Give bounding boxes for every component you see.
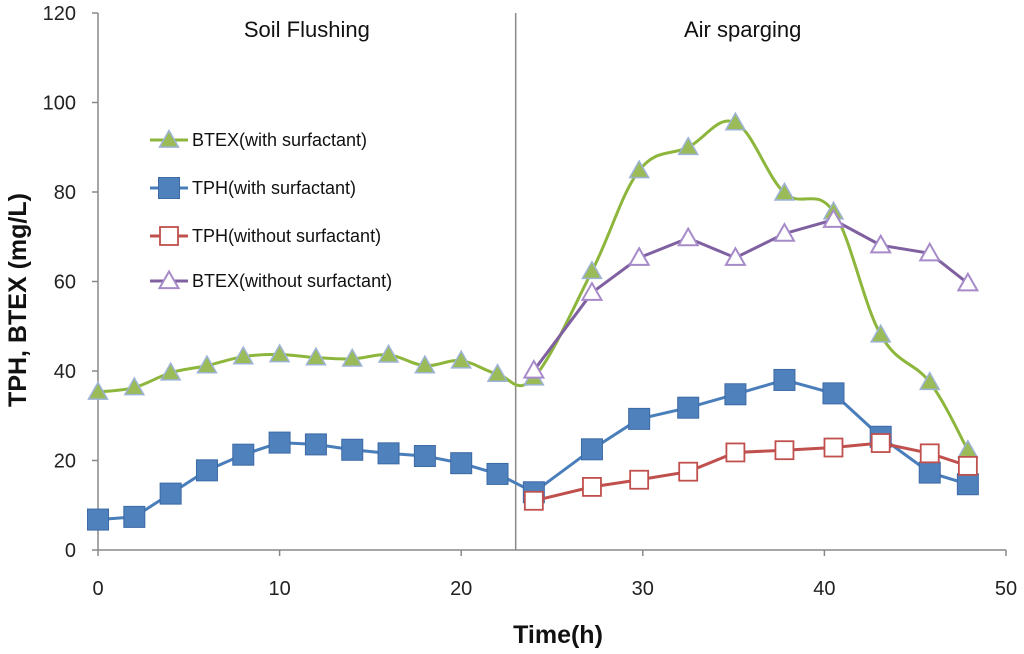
data-point: [486, 462, 509, 485]
data-point: [450, 452, 473, 475]
data-point: [305, 346, 327, 366]
y-tick-label: 60: [54, 272, 76, 294]
data-point: [724, 246, 747, 266]
data-point: [522, 359, 546, 379]
legend-item-tph-without-surfactant: TPH(without surfactant): [150, 226, 381, 246]
legend-item-tph-with-surfactant: TPH(with surfactant): [150, 177, 356, 199]
data-point: [580, 438, 603, 461]
data-point: [377, 343, 400, 363]
data-point: [159, 482, 182, 505]
data-point: [956, 271, 980, 292]
data-point: [725, 442, 746, 463]
legend-marker: [158, 177, 180, 199]
x-tick-label: 30: [632, 578, 654, 600]
data-point: [918, 371, 941, 391]
data-point: [918, 461, 941, 484]
y-tick-label: 0: [65, 540, 76, 562]
series-btex-with-surfactant: [87, 111, 979, 459]
x-axis-title: Time(h): [513, 621, 603, 649]
legend-label: TPH(without surfactant): [192, 226, 381, 246]
data-point: [724, 111, 747, 131]
data-point: [956, 473, 979, 496]
x-tick-label: 20: [450, 578, 472, 600]
x-tick-label: 0: [92, 578, 103, 600]
data-point: [196, 354, 218, 374]
y-tick-label: 120: [43, 3, 76, 25]
data-point: [87, 381, 109, 400]
y-tick-label: 80: [54, 182, 76, 204]
legend-item-btex-without-surfactant: BTEX(without surfactant): [150, 269, 392, 291]
data-point: [414, 354, 436, 374]
region-label-air-sparging: Air sparging: [684, 17, 801, 42]
data-point: [724, 383, 747, 406]
legend-marker: [157, 269, 181, 290]
data-point: [822, 382, 845, 405]
data-point: [304, 433, 327, 456]
data-point: [232, 443, 255, 466]
series-line-tph-with-surfactant: [97, 378, 969, 522]
data-point: [677, 396, 700, 419]
region-label-soil-flushing: Soil Flushing: [244, 17, 370, 42]
series-line-btex-without-surfactant: [532, 218, 969, 372]
series-tph-without-surfactant: [523, 433, 978, 511]
data-point: [678, 461, 699, 482]
data-point: [677, 136, 699, 156]
data-point: [919, 443, 940, 464]
legend-item-btex-with-surfactant: BTEX(with surfactant): [150, 128, 367, 150]
data-point: [582, 477, 602, 497]
legend-label: BTEX(with surfactant): [192, 130, 367, 150]
y-tick-label: 20: [54, 451, 76, 473]
data-point: [341, 438, 364, 461]
data-point: [676, 226, 700, 247]
data-point: [870, 433, 891, 453]
x-tick-label: 50: [995, 578, 1017, 600]
y-tick-label: 40: [54, 361, 76, 383]
data-point: [869, 323, 892, 343]
data-point: [628, 407, 651, 430]
data-point: [957, 439, 979, 459]
data-point: [629, 469, 650, 490]
data-point: [87, 508, 109, 531]
data-point: [123, 505, 146, 528]
legend-marker: [159, 226, 179, 246]
data-point: [773, 222, 796, 242]
data-point: [232, 345, 255, 365]
y-tick-label: 100: [43, 93, 76, 115]
legend-label: BTEX(without surfactant): [192, 271, 392, 291]
data-point: [268, 343, 291, 363]
data-point: [581, 260, 603, 280]
data-point: [413, 445, 436, 468]
data-point: [159, 361, 182, 381]
data-point: [773, 181, 796, 201]
data-point: [957, 455, 978, 476]
legend-label: TPH(with surfactant): [192, 178, 356, 198]
series-btex-without-surfactant: [522, 208, 980, 379]
series-line-tph-without-surfactant: [533, 441, 969, 503]
data-point: [773, 368, 796, 391]
data-point: [822, 208, 845, 228]
data-point: [486, 363, 509, 383]
x-tick-label: 40: [813, 578, 835, 600]
data-point: [580, 281, 604, 301]
data-point: [869, 233, 892, 254]
data-point: [918, 241, 941, 262]
data-point: [268, 431, 291, 454]
data-point: [123, 376, 146, 396]
data-point: [627, 246, 651, 266]
data-point: [377, 442, 400, 465]
data-point: [195, 459, 218, 482]
x-tick-label: 10: [268, 578, 290, 600]
data-point: [774, 440, 795, 461]
y-axis-title: TPH, BTEX (mg/L): [4, 193, 32, 407]
data-point: [628, 159, 650, 179]
data-point: [341, 347, 364, 367]
data-point: [823, 437, 844, 458]
legend-marker: [158, 128, 180, 148]
data-point: [523, 490, 544, 511]
data-point: [450, 349, 472, 369]
